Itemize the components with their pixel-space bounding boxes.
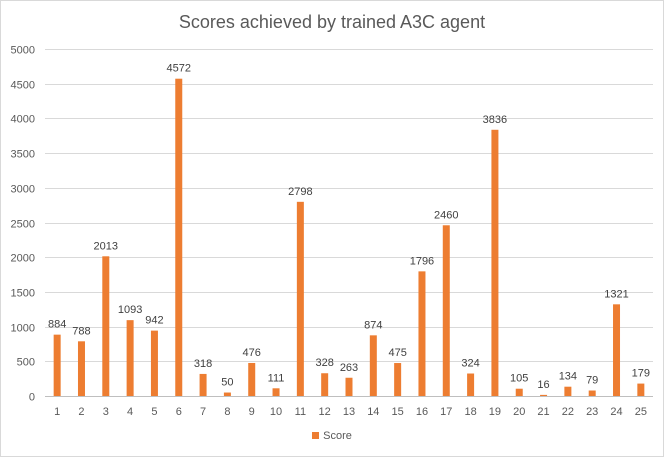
- data-label: 3836: [483, 114, 507, 126]
- x-tick-label: 8: [224, 406, 230, 418]
- data-label: 475: [388, 347, 406, 359]
- x-tick-label: 1: [54, 406, 60, 418]
- x-tick-label: 4: [127, 406, 133, 418]
- data-label: 263: [340, 362, 358, 374]
- data-label: 2013: [94, 240, 118, 252]
- y-tick-label: 5000: [11, 45, 35, 57]
- bar: [613, 304, 621, 396]
- y-tick-label: 3500: [11, 149, 35, 161]
- x-tick-label: 12: [319, 406, 331, 418]
- data-label: 476: [243, 347, 261, 359]
- data-label: 324: [461, 358, 479, 370]
- x-tick-label: 19: [489, 406, 501, 418]
- y-tick-label: 2500: [11, 219, 35, 231]
- data-label: 16: [537, 379, 549, 391]
- x-tick-label: 2: [78, 406, 84, 418]
- x-tick-label: 5: [151, 406, 157, 418]
- y-tick-label: 0: [29, 392, 35, 404]
- x-tick-label: 6: [176, 406, 182, 418]
- x-tick-label: 22: [562, 406, 574, 418]
- x-tick-label: 23: [586, 406, 598, 418]
- x-tick-label: 11: [295, 406, 306, 418]
- data-label: 788: [72, 325, 90, 337]
- x-tick-label: 15: [392, 406, 404, 418]
- x-tick-label: 13: [343, 406, 355, 418]
- bar: [296, 201, 304, 396]
- legend-label-score: Score: [323, 430, 352, 442]
- data-label: 1321: [604, 288, 628, 300]
- y-tick-label: 2000: [11, 253, 35, 265]
- bar: [199, 373, 207, 396]
- data-label: 874: [364, 319, 382, 331]
- bar: [223, 392, 231, 396]
- data-label: 318: [194, 358, 212, 370]
- bar: [540, 394, 548, 396]
- legend-swatch-score: [312, 432, 320, 439]
- x-tick-label: 3: [103, 406, 109, 418]
- x-tick-label: 16: [416, 406, 428, 418]
- x-tick-label: 25: [635, 406, 647, 418]
- x-tick-label: 10: [270, 406, 282, 418]
- x-tick-label: 14: [367, 406, 379, 418]
- data-label: 328: [316, 357, 334, 369]
- data-label: 105: [510, 373, 528, 385]
- x-tick-label: 18: [464, 406, 476, 418]
- bar: [394, 363, 402, 396]
- y-tick-label: 3000: [11, 184, 35, 196]
- data-label: 134: [559, 371, 577, 383]
- data-label: 79: [586, 375, 598, 387]
- x-tick-label: 21: [537, 406, 549, 418]
- bar: [175, 78, 183, 396]
- bar: [77, 341, 85, 396]
- chart-legend: Score: [1, 430, 663, 442]
- x-tick-label: 20: [513, 406, 525, 418]
- bar: [588, 390, 596, 396]
- chart-title: Scores achieved by trained A3C agent: [178, 12, 486, 32]
- data-label: 50: [221, 377, 233, 389]
- bar: [564, 386, 572, 396]
- bar: [53, 334, 61, 396]
- bar: [248, 362, 256, 396]
- bar: [321, 373, 329, 396]
- bar: [272, 388, 280, 396]
- bar: [126, 320, 134, 396]
- y-tick-label: 1500: [11, 288, 35, 300]
- data-label: 884: [48, 319, 66, 331]
- y-tick-label: 1000: [11, 323, 35, 335]
- bar: [369, 335, 377, 396]
- bar: [442, 225, 450, 396]
- data-label: 2460: [434, 209, 458, 221]
- x-tick-label: 17: [440, 406, 452, 418]
- bar: [467, 373, 475, 396]
- data-label: 1093: [118, 304, 142, 316]
- bar: [491, 129, 499, 396]
- data-label: 942: [145, 315, 163, 327]
- data-label: 4572: [167, 63, 191, 75]
- y-tick-label: 4500: [11, 80, 35, 92]
- bar: [345, 377, 353, 396]
- y-tick-label: 500: [17, 357, 35, 369]
- bar: [102, 256, 110, 396]
- x-tick-label: 9: [249, 406, 255, 418]
- bar: [418, 271, 426, 396]
- data-label: 111: [268, 372, 285, 384]
- bar: [637, 383, 645, 396]
- x-tick-label: 24: [610, 406, 622, 418]
- bar: [150, 330, 158, 396]
- y-tick-label: 4000: [11, 114, 35, 126]
- bar: [515, 388, 523, 396]
- data-label: 1796: [410, 255, 434, 267]
- data-label: 179: [632, 368, 650, 380]
- data-label: 2798: [288, 186, 312, 198]
- x-tick-label: 7: [200, 406, 206, 418]
